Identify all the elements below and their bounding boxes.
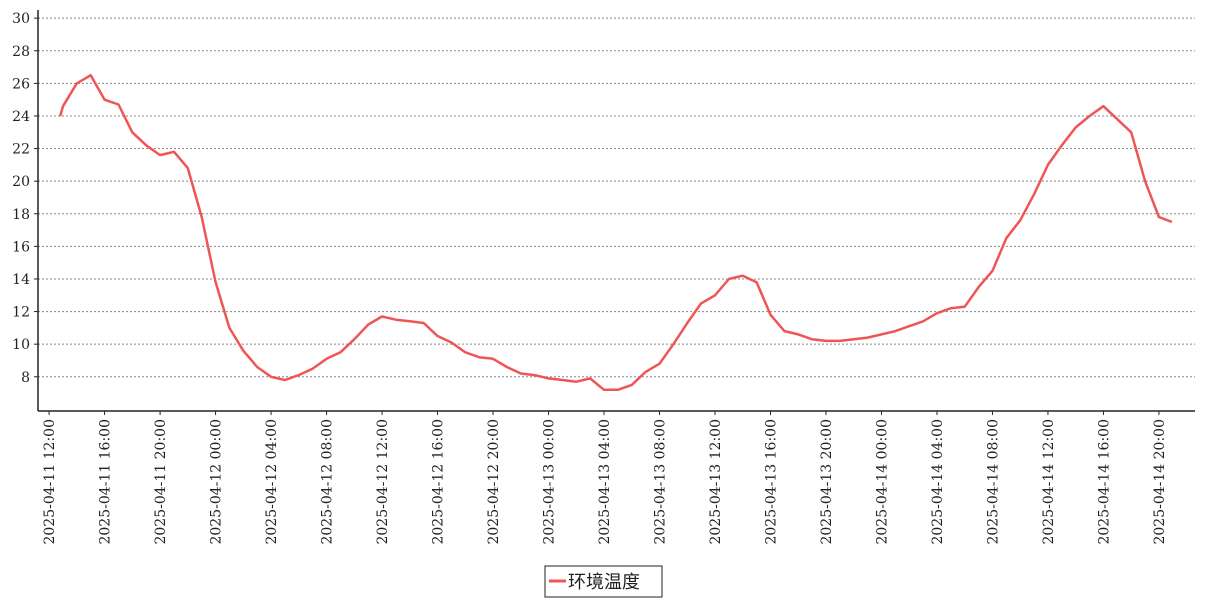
- x-tick-label: 2025-04-14 00:00: [874, 419, 890, 545]
- x-tick-label: 2025-04-11 20:00: [153, 419, 169, 545]
- x-tick-label: 2025-04-14 12:00: [1041, 419, 1057, 545]
- x-tick-label: 2025-04-14 16:00: [1096, 419, 1112, 545]
- x-tick-label: 2025-04-13 00:00: [542, 419, 558, 545]
- y-tick-label: 12: [12, 305, 30, 321]
- y-tick-label: 16: [12, 239, 30, 255]
- x-tick-label: 2025-04-11 16:00: [98, 419, 114, 545]
- x-tick-label: 2025-04-11 12:00: [42, 419, 58, 545]
- x-tick-label: 2025-04-12 08:00: [320, 419, 336, 545]
- y-tick-label: 26: [12, 76, 30, 92]
- x-tick-label: 2025-04-13 12:00: [708, 419, 724, 545]
- x-tick-label: 2025-04-12 20:00: [486, 419, 502, 545]
- x-tick-label: 2025-04-12 16:00: [431, 419, 447, 545]
- y-tick-label: 8: [21, 370, 30, 386]
- x-tick-label: 2025-04-12 00:00: [209, 419, 225, 545]
- x-tick-label: 2025-04-13 08:00: [653, 419, 669, 545]
- x-tick-label: 2025-04-12 04:00: [264, 419, 280, 545]
- y-tick-label: 20: [12, 174, 30, 190]
- y-tick-label: 24: [12, 109, 30, 125]
- y-tick-label: 30: [12, 11, 30, 27]
- y-tick-label: 28: [12, 44, 30, 60]
- x-tick-label: 2025-04-13 20:00: [819, 419, 835, 545]
- x-tick-label: 2025-04-13 16:00: [763, 419, 779, 545]
- y-tick-label: 10: [12, 337, 30, 353]
- y-tick-label: 14: [12, 272, 30, 288]
- legend-label: 环境温度: [568, 572, 640, 593]
- x-tick-label: 2025-04-12 12:00: [375, 419, 391, 545]
- line: [58, 73, 1173, 392]
- y-tick-label: 22: [12, 142, 30, 158]
- x-tick-label: 2025-04-14 08:00: [985, 419, 1001, 545]
- x-tick-label: 2025-04-14 20:00: [1152, 419, 1168, 545]
- x-tick-label: 2025-04-13 04:00: [597, 419, 613, 545]
- y-tick-label: 18: [12, 207, 30, 223]
- x-tick-label: 2025-04-14 04:00: [930, 419, 946, 545]
